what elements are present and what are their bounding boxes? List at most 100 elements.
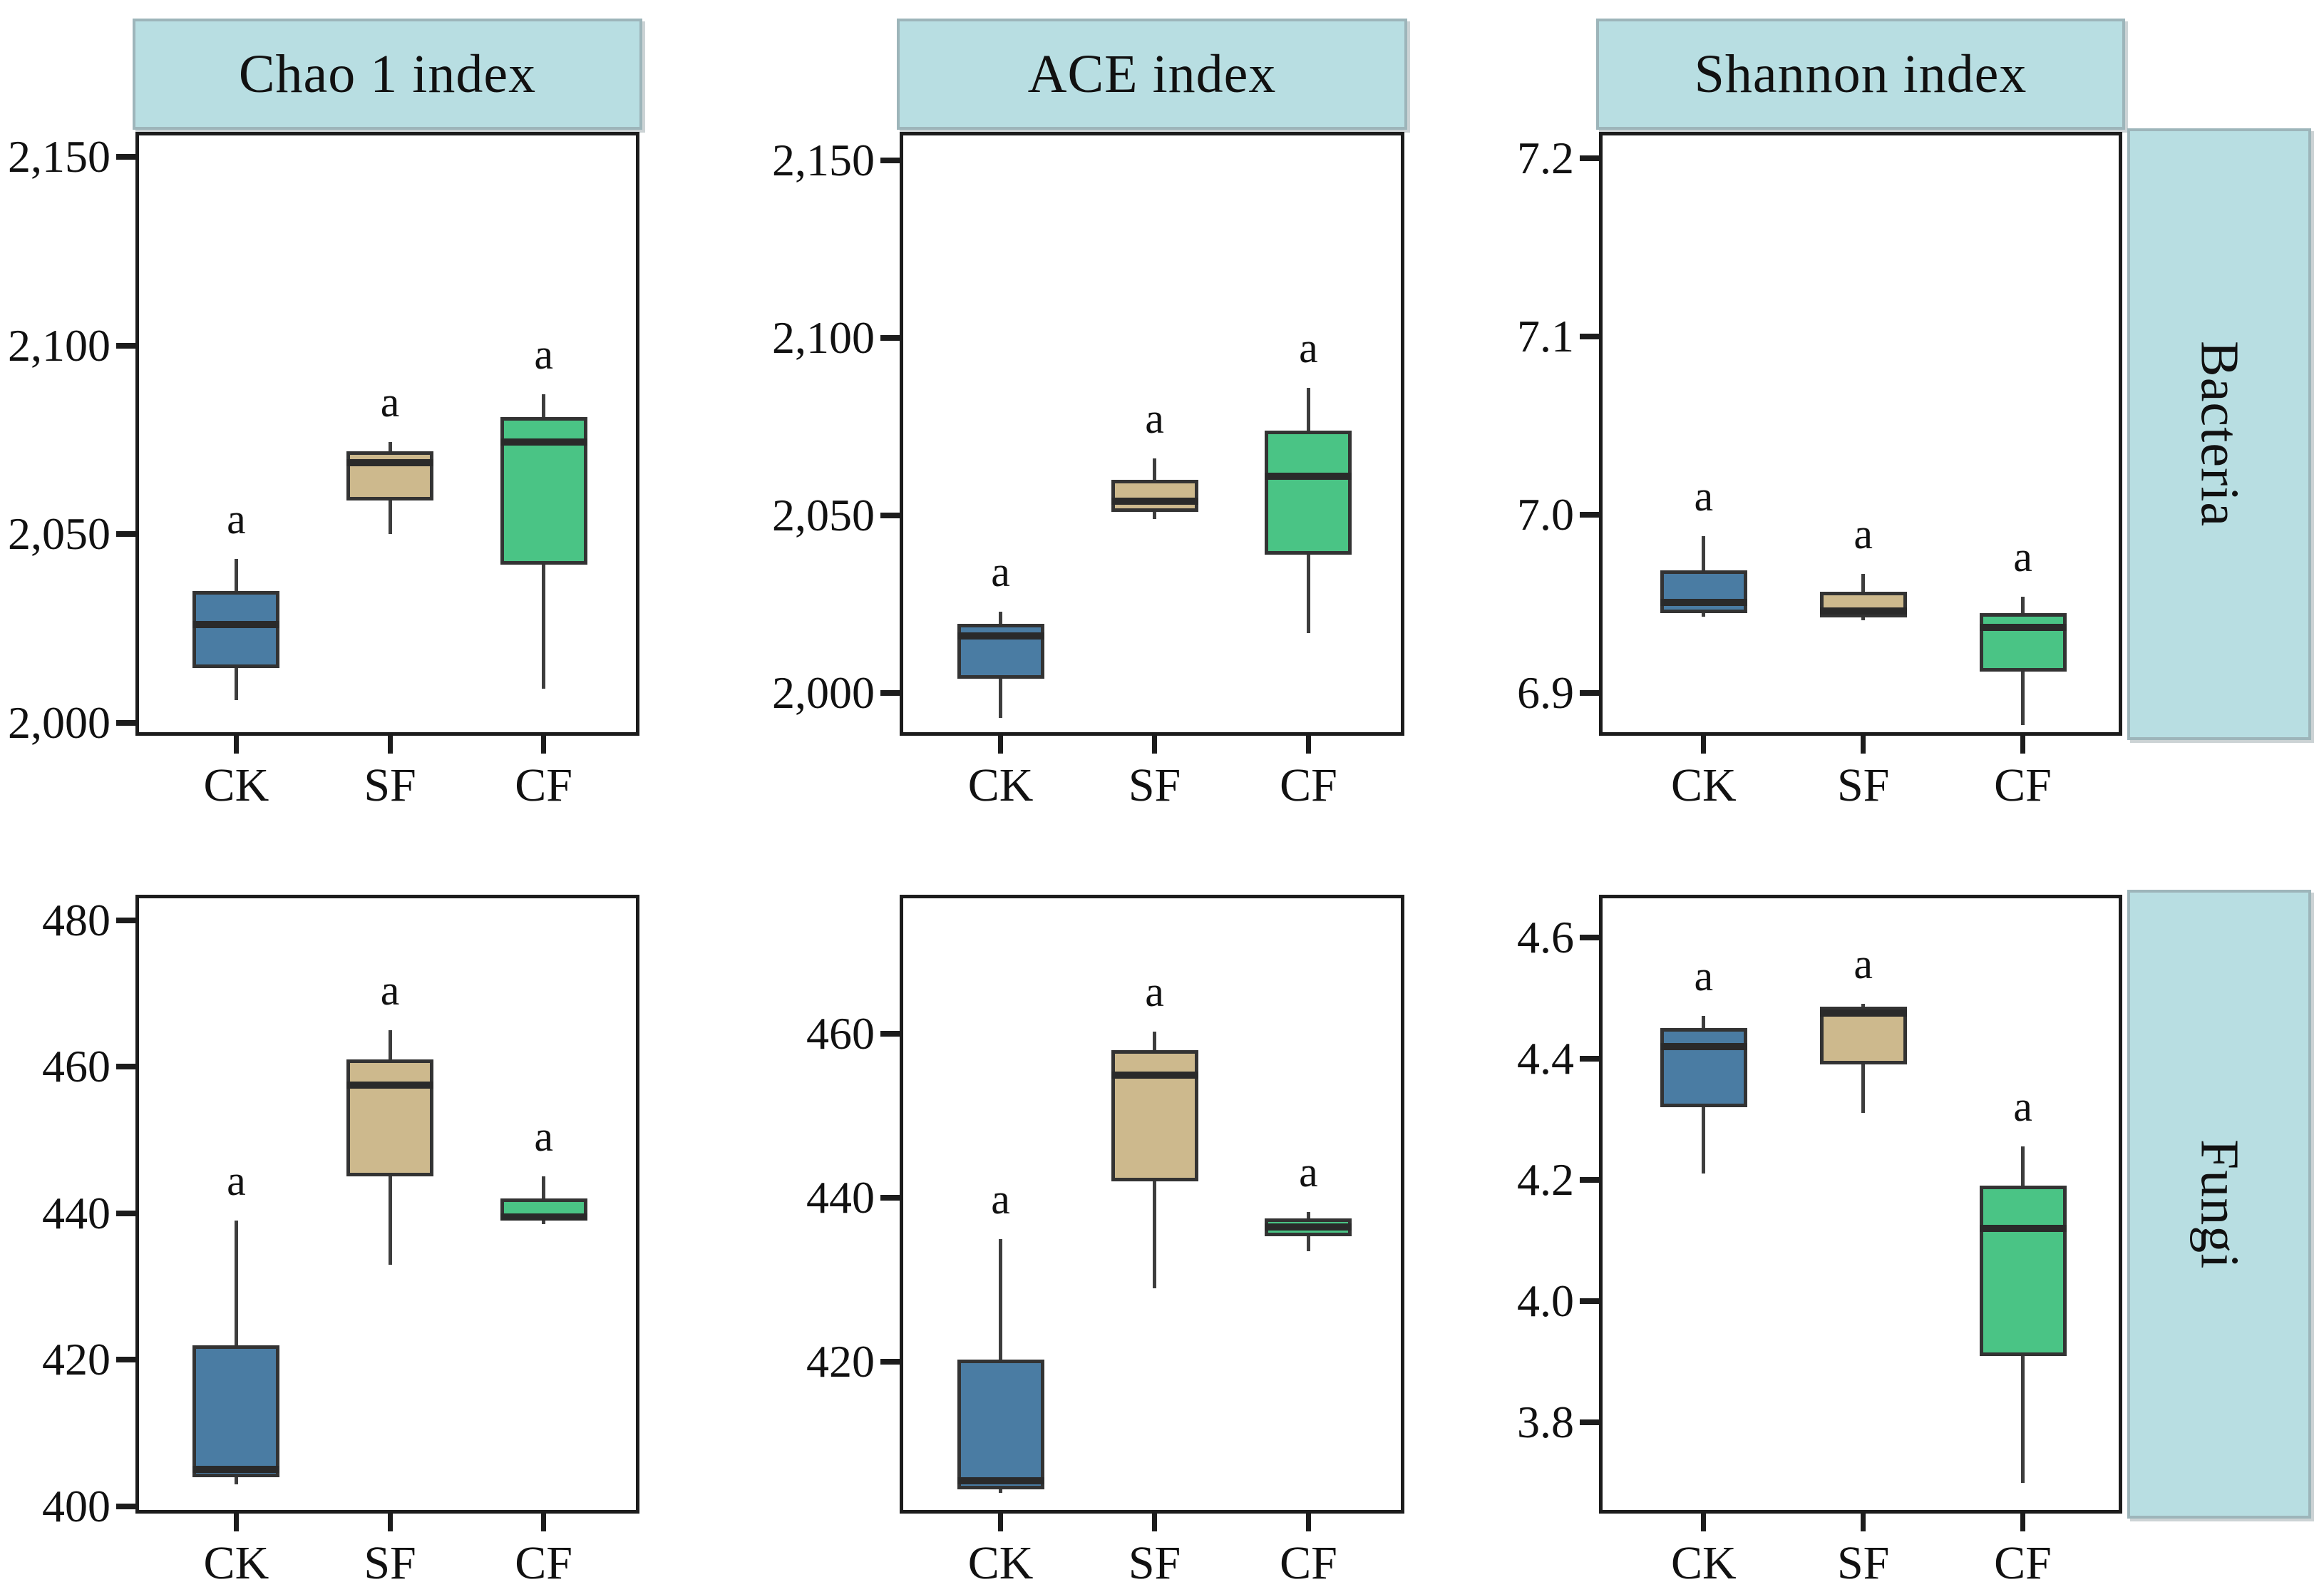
y-axis-tick: [116, 531, 135, 538]
significance-letter-SF: a: [1145, 967, 1164, 1015]
median-line-SF: [346, 458, 434, 466]
y-axis-tick: [116, 1503, 135, 1509]
strip-chao1-index-label: Chao 1 index: [238, 43, 537, 104]
y-axis-tick: [1580, 1055, 1599, 1062]
y-axis-tick: [880, 1195, 900, 1201]
y-axis-tick: [880, 690, 900, 697]
y-axis-tick: [1580, 934, 1599, 940]
median-line-CK: [957, 632, 1044, 640]
boxplot-box-SF: [346, 1059, 434, 1177]
y-axis-tick: [1580, 1298, 1599, 1305]
significance-letter-CK: a: [1694, 952, 1714, 1000]
x-category-label-CK: CK: [203, 759, 269, 811]
median-line-CK: [1660, 1042, 1747, 1050]
x-axis-tick: [1152, 736, 1158, 754]
x-category-label-SF: SF: [1128, 759, 1181, 811]
x-axis-tick: [998, 736, 1004, 754]
boxplot-box-CF: [1979, 1186, 2067, 1356]
x-category-label-CF: CF: [1994, 759, 2052, 811]
y-axis-tick-label: 420: [42, 1334, 110, 1385]
y-axis-tick-label: 460: [42, 1041, 110, 1092]
y-axis-tick-label: 4.2: [1517, 1154, 1574, 1205]
x-category-label-SF: SF: [364, 1537, 416, 1589]
strip-ace-index: ACE index: [897, 19, 1407, 130]
median-line-CF: [1979, 623, 2067, 631]
y-axis-tick: [880, 1359, 900, 1365]
significance-letter-SF: a: [1853, 940, 1873, 988]
x-category-label-CF: CF: [1280, 759, 1337, 811]
significance-letter-CK: a: [1694, 473, 1714, 520]
significance-letter-CF: a: [534, 1113, 553, 1161]
x-category-label-CK: CK: [203, 1537, 269, 1589]
significance-letter-SF: a: [1853, 510, 1873, 558]
y-axis-tick-label: 4.0: [1517, 1275, 1574, 1327]
y-axis-tick-label: 3.8: [1517, 1397, 1574, 1448]
y-axis-tick: [1580, 1419, 1599, 1426]
median-line-SF: [1111, 1071, 1198, 1079]
y-axis-tick: [1580, 512, 1599, 518]
boxplot-box-CK: [1660, 570, 1747, 613]
significance-letter-CF: a: [2013, 1083, 2032, 1131]
x-category-label-CK: CK: [1670, 759, 1737, 811]
median-line-CF: [1265, 473, 1352, 481]
y-axis-tick-label: 7.0: [1517, 489, 1574, 540]
boxplot-box-SF: [1111, 1050, 1198, 1182]
strip-bacteria-label: Bacteria: [2189, 341, 2250, 528]
x-category-label-CK: CK: [967, 1537, 1034, 1589]
x-axis-tick: [541, 736, 547, 754]
boxplot-box-SF: [1111, 480, 1198, 513]
x-category-label-CK: CK: [1670, 1537, 1737, 1589]
strip-shannon-index-label: Shannon index: [1694, 43, 2027, 104]
median-line-CF: [1979, 1225, 2067, 1233]
y-axis-tick: [116, 153, 135, 160]
y-axis-tick-label: 2,050: [772, 490, 875, 541]
significance-letter-CK: a: [227, 1157, 246, 1205]
x-axis-tick: [233, 1514, 239, 1531]
y-axis-tick: [116, 1210, 135, 1216]
x-axis-tick: [387, 1514, 393, 1531]
significance-letter-SF: a: [380, 378, 400, 426]
y-axis-tick-label: 7.1: [1517, 311, 1574, 361]
x-axis-tick: [2020, 736, 2026, 754]
median-line-CF: [500, 438, 587, 446]
x-axis-tick: [1305, 1514, 1311, 1531]
median-line-CK: [1660, 598, 1747, 606]
y-axis-tick-label: 2,150: [8, 130, 110, 182]
y-axis-tick-label: 4.4: [1517, 1032, 1574, 1084]
y-axis-tick: [1580, 1176, 1599, 1183]
y-axis-tick-label: 2,150: [772, 134, 875, 185]
x-axis-tick: [1305, 736, 1311, 754]
significance-letter-CF: a: [2013, 533, 2032, 580]
x-axis-tick: [1861, 736, 1866, 754]
significance-letter-SF: a: [1145, 395, 1164, 443]
strip-bacteria: Bacteria: [2127, 128, 2311, 740]
y-axis-tick-label: 2,000: [772, 667, 875, 719]
strip-ace-index-label: ACE index: [1027, 43, 1277, 104]
median-line-CK: [192, 1466, 280, 1474]
strip-fungi-label: Fungi: [2189, 1139, 2250, 1270]
x-category-label-SF: SF: [1836, 759, 1890, 811]
x-axis-tick: [541, 1514, 547, 1531]
significance-letter-CF: a: [534, 331, 553, 379]
median-line-CK: [192, 621, 280, 629]
significance-letter-SF: a: [380, 967, 400, 1015]
y-axis-tick: [880, 513, 900, 519]
boxplot-box-CF: [1265, 430, 1352, 555]
x-axis-tick: [387, 736, 393, 754]
x-axis-tick: [1861, 1514, 1866, 1531]
significance-letter-CK: a: [991, 1175, 1010, 1223]
y-axis-tick-label: 460: [806, 1008, 875, 1059]
y-axis-tick-label: 400: [42, 1480, 110, 1531]
median-line-CF: [500, 1213, 587, 1221]
y-axis-tick: [116, 342, 135, 349]
significance-letter-CK: a: [991, 548, 1010, 595]
y-axis-tick-label: 480: [42, 894, 110, 945]
x-category-label-SF: SF: [364, 759, 416, 811]
y-axis-tick: [116, 1357, 135, 1363]
x-axis-tick: [1701, 1514, 1707, 1531]
median-line-CK: [957, 1477, 1044, 1484]
significance-letter-CK: a: [227, 495, 246, 543]
y-axis-tick: [1580, 690, 1599, 696]
x-axis-tick: [233, 736, 239, 754]
